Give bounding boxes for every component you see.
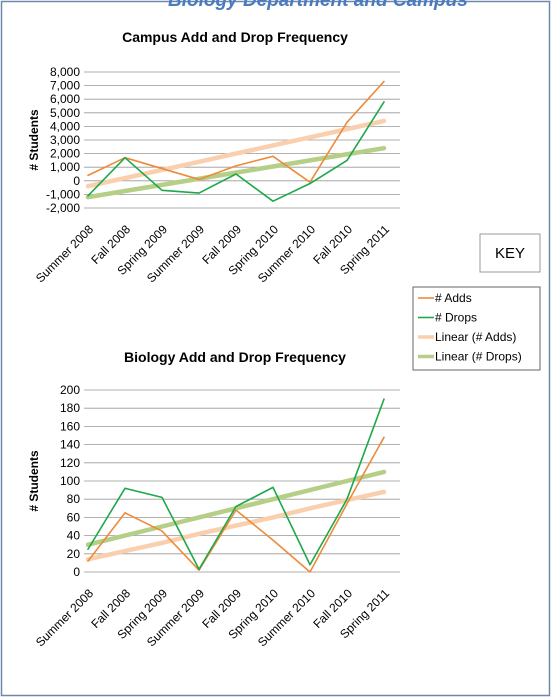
y-tick-label: 140 (60, 438, 80, 452)
y-tick-label: 3,000 (50, 133, 80, 147)
y-tick-label: 100 (60, 474, 80, 488)
y-tick-label: -2,000 (46, 201, 80, 215)
key-title: KEY (495, 245, 525, 262)
legend-label: # Drops (435, 311, 477, 325)
y-tick-label: 8,000 (50, 65, 80, 79)
y-tick-label: 40 (67, 529, 81, 543)
y-tick-label: 6,000 (50, 92, 80, 106)
y-tick-label: 4,000 (50, 119, 80, 133)
series-line (87, 436, 385, 573)
series-line (87, 101, 385, 202)
chart-title: Biology Add and Drop Frequency (124, 349, 346, 365)
series-line (85, 489, 387, 562)
y-tick-label: 5,000 (50, 106, 80, 120)
y-tick-label: 2,000 (50, 147, 80, 161)
legend-label: # Adds (435, 291, 472, 305)
series-line (87, 80, 385, 183)
y-axis-label: # Students (27, 109, 41, 171)
chart-title: Campus Add and Drop Frequency (122, 29, 348, 45)
y-tick-label: 200 (60, 383, 80, 397)
key-box (479, 233, 541, 273)
y-tick-label: 0 (73, 565, 80, 579)
y-tick-label: 60 (67, 510, 81, 524)
series-line (87, 398, 385, 571)
series-line (85, 469, 387, 547)
legend-box (412, 286, 541, 371)
y-tick-label: 20 (67, 547, 81, 561)
legend-label: Linear (# Adds) (435, 330, 516, 344)
header-title: Biology Department and Campus (168, 0, 468, 11)
y-tick-label: 1,000 (50, 160, 80, 174)
series-line (85, 145, 387, 200)
y-tick-label: 80 (67, 492, 81, 506)
y-tick-label: 7,000 (50, 79, 80, 93)
y-tick-label: -1,000 (46, 187, 80, 201)
y-tick-label: 0 (73, 174, 80, 188)
y-axis-label: # Students (27, 450, 41, 512)
y-tick-label: 160 (60, 419, 80, 433)
y-tick-label: 120 (60, 456, 80, 470)
legend-label: Linear (# Drops) (435, 350, 522, 364)
y-tick-label: 180 (60, 401, 80, 415)
series-line (85, 118, 387, 189)
